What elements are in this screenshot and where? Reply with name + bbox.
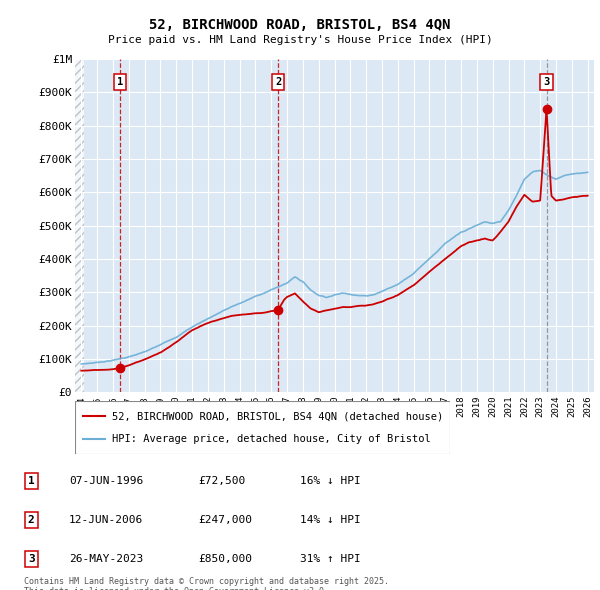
- Text: Contains HM Land Registry data © Crown copyright and database right 2025.
This d: Contains HM Land Registry data © Crown c…: [24, 577, 389, 590]
- Text: 2: 2: [28, 516, 35, 525]
- Text: HPI: Average price, detached house, City of Bristol: HPI: Average price, detached house, City…: [113, 434, 431, 444]
- Text: 3: 3: [544, 77, 550, 87]
- Text: 3: 3: [28, 554, 35, 563]
- Text: 12-JUN-2006: 12-JUN-2006: [69, 516, 143, 525]
- Text: 52, BIRCHWOOD ROAD, BRISTOL, BS4 4QN: 52, BIRCHWOOD ROAD, BRISTOL, BS4 4QN: [149, 18, 451, 32]
- Text: Price paid vs. HM Land Registry's House Price Index (HPI): Price paid vs. HM Land Registry's House …: [107, 35, 493, 44]
- Bar: [75, 59, 84, 392]
- Text: 16% ↓ HPI: 16% ↓ HPI: [300, 476, 361, 486]
- Text: 14% ↓ HPI: 14% ↓ HPI: [300, 516, 361, 525]
- Text: 26-MAY-2023: 26-MAY-2023: [69, 554, 143, 563]
- Text: 1: 1: [117, 77, 123, 87]
- Text: 31% ↑ HPI: 31% ↑ HPI: [300, 554, 361, 563]
- Text: 52, BIRCHWOOD ROAD, BRISTOL, BS4 4QN (detached house): 52, BIRCHWOOD ROAD, BRISTOL, BS4 4QN (de…: [113, 411, 444, 421]
- Text: 2: 2: [275, 77, 281, 87]
- Text: £72,500: £72,500: [198, 476, 245, 486]
- Text: £247,000: £247,000: [198, 516, 252, 525]
- FancyBboxPatch shape: [75, 401, 450, 454]
- Text: £850,000: £850,000: [198, 554, 252, 563]
- Text: 1: 1: [28, 476, 35, 486]
- Text: 07-JUN-1996: 07-JUN-1996: [69, 476, 143, 486]
